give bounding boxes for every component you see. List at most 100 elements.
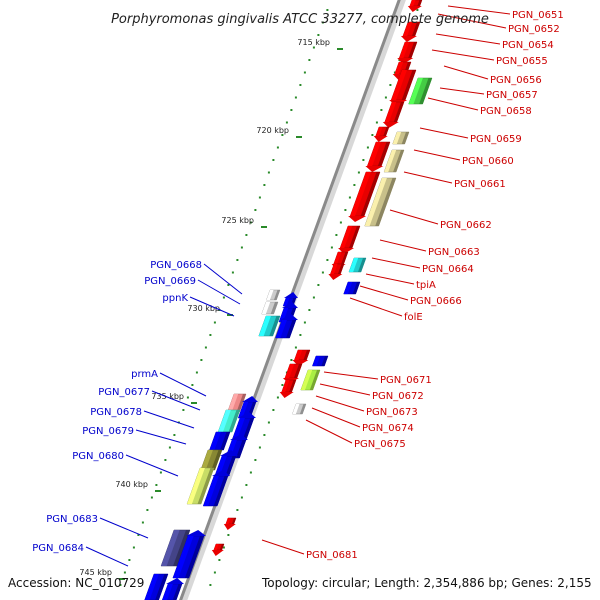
gene-label-forward[interactable]: PGN_0674 [362,423,414,434]
label-connector [371,257,421,269]
gene-pgn-0671[interactable] [292,349,311,366]
gene-pgn-0675[interactable] [292,403,307,415]
tick-dot-right [353,184,356,186]
gene-pgn-0668[interactable] [266,289,281,301]
tick-dot-right [321,271,324,274]
gene-pgn-0678[interactable] [209,431,231,451]
tick-dot-left [204,346,207,349]
gene-pgn-0656[interactable] [389,69,417,106]
gene-label-forward[interactable]: PGN_0663 [428,247,480,258]
gene-label-forward[interactable]: PGN_0652 [508,24,560,35]
gene-label-forward[interactable]: PGN_0656 [490,75,542,86]
gene-pgn-0680[interactable] [186,467,215,505]
gene-label-reverse[interactable]: PGN_0668 [150,260,202,271]
gene-label-reverse[interactable]: PGN_0680 [72,451,124,462]
gene-pgn-0659[interactable] [373,126,390,142]
label-connector [305,419,353,444]
gene-ppnk[interactable] [258,315,281,337]
gene-label-forward[interactable]: PGN_0672 [372,391,424,402]
tick-dot-right [281,384,284,386]
gene-label-forward[interactable]: PGN_0655 [496,56,548,67]
gene-label-forward[interactable]: PGN_0664 [422,264,474,275]
gene-pgn-0681-b[interactable] [211,543,225,556]
tick-dot-right [240,496,243,499]
tick-dot-left [258,196,261,199]
gene-label-forward[interactable]: PGN_0660 [462,156,514,167]
gene-label-forward[interactable]: PGN_0681 [306,550,358,561]
gene-pgn-0680-b[interactable] [202,470,230,507]
gene-pgn-0677-b[interactable] [231,412,256,441]
gene-pgn-0679[interactable] [200,449,223,471]
tick-dot-right [222,546,225,549]
gene-pgn-0677[interactable] [217,409,241,433]
gene-label-forward[interactable]: PGN_0673 [366,407,418,418]
gene-label-forward[interactable]: tpiA [416,280,436,291]
gene-pgn-0683[interactable] [160,529,191,567]
label-connector [125,454,179,477]
tick-dot-left [227,284,230,286]
tick-dot-left [132,546,135,549]
gene-label-forward[interactable]: PGN_0658 [480,106,532,117]
gene-pgn-0661-box[interactable] [383,149,405,173]
gene-pgn-0661[interactable] [348,171,381,222]
gene-pgn-0684-b[interactable] [161,578,184,600]
tick-dot-right [254,459,257,461]
gene-label-reverse[interactable]: PGN_0669 [144,276,196,287]
tick-dot-right [245,484,248,486]
gene-pgn-0660-box[interactable] [392,131,410,145]
tick-dot-left [263,184,266,186]
tick-dot-right [344,209,347,211]
label-connector [443,65,489,80]
gene-pgn-0660[interactable] [365,141,391,172]
gene-pgn-0671-b[interactable] [312,355,329,367]
gene-pgn-0674[interactable] [279,379,297,398]
tick-dot-right [263,434,266,436]
gene-pgn-0666[interactable] [343,281,361,295]
gene-label-forward[interactable]: PGN_0654 [502,40,554,51]
gene-label-forward[interactable]: folE [404,312,423,323]
gene-label-forward[interactable]: PGN_0662 [440,220,492,231]
label-connector [99,517,149,539]
gene-label-forward[interactable]: PGN_0659 [470,134,522,145]
gene-pgn-0662[interactable] [338,225,361,254]
gene-pgn-0681[interactable] [223,517,237,530]
gene-pgn-0664[interactable] [328,263,345,280]
gene-label-reverse[interactable]: ppnK [162,293,188,304]
gene-label-forward[interactable]: PGN_0661 [454,179,506,190]
label-connector [135,429,187,445]
gene-pgn-0679-b[interactable] [214,450,238,477]
gene-pgn-0673[interactable] [300,369,321,391]
gene-label-reverse[interactable]: PGN_0684 [32,543,84,554]
gene-label-forward[interactable]: PGN_0666 [410,296,462,307]
gene-label-reverse[interactable]: prmA [131,369,158,380]
tick-dot-left [231,271,234,274]
kbp-tick-label: 730 kbp [187,304,220,313]
tick-dot-left [303,71,306,74]
gene-prma-b[interactable] [237,396,258,419]
gene-pgn-0658[interactable] [382,101,405,128]
gene-label-reverse[interactable]: PGN_0679 [82,426,134,437]
gene-label-forward[interactable]: PGN_0675 [354,439,406,450]
gene-tpia[interactable] [348,257,367,273]
tick-dot-left [272,159,275,161]
tick-dot-left [168,446,171,449]
gene-pgn-0669[interactable] [261,301,279,315]
gene-label-forward[interactable]: PGN_0651 [512,10,564,21]
gene-pgn-0657[interactable] [408,77,433,105]
gene-ppnk-b[interactable] [275,314,298,339]
tick-dot-left [240,246,243,249]
gene-pgn-0652[interactable] [400,21,421,42]
label-connector [379,239,427,252]
gene-pgn-0683-b[interactable] [172,530,206,579]
tick-dot-left [294,96,297,99]
gene-pgn-0654[interactable] [397,41,418,64]
tick-dot-left [146,509,149,511]
gene-label-reverse[interactable]: PGN_0683 [46,514,98,525]
gene-label-reverse[interactable]: PGN_0677 [98,387,150,398]
gene-pgn-0684[interactable] [144,573,169,600]
gene-label-forward[interactable]: PGN_0671 [380,375,432,386]
gene-label-forward[interactable]: PGN_0657 [486,90,538,101]
gene-pgn-0651[interactable] [407,0,423,12]
gene-label-reverse[interactable]: PGN_0678 [90,407,142,418]
gene-pgn-0662-box[interactable] [364,177,397,227]
